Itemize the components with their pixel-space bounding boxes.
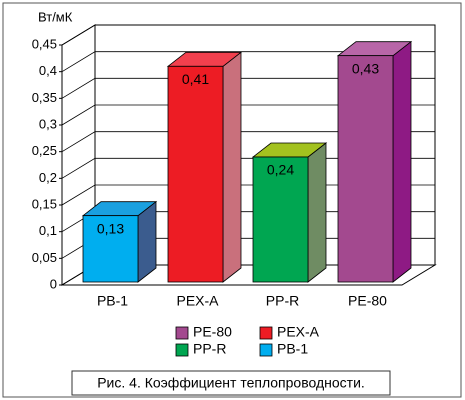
x-tick-label: PP-R <box>266 293 299 309</box>
y-tick-label: 0,2 <box>39 170 57 185</box>
x-tick-label: PB-1 <box>97 293 128 309</box>
y-tick-label: 0,35 <box>32 90 57 105</box>
legend-label: PB-1 <box>277 341 308 357</box>
y-tick-label: 0,25 <box>32 143 57 158</box>
y-tick-label: 0,15 <box>32 196 57 211</box>
legend-swatch <box>259 343 273 357</box>
caption: Рис. 4. Коэффициент теплопроводности. <box>97 375 365 391</box>
y-tick-label: 0,1 <box>39 223 57 238</box>
grid-line <box>61 51 435 73</box>
x-tick-label: PE-80 <box>348 293 387 309</box>
data-label: 0,13 <box>97 220 124 236</box>
bar <box>82 215 139 283</box>
legend-label: PE-80 <box>193 324 232 340</box>
data-label: 0,41 <box>182 71 209 87</box>
bar <box>167 65 224 283</box>
caption-box <box>71 370 391 396</box>
bar-side <box>222 51 242 283</box>
legend-swatch <box>175 343 189 357</box>
y-unit: Вт/мК <box>38 9 73 24</box>
bar-side <box>392 40 412 283</box>
bar <box>252 156 309 283</box>
y-tick-label: 0,05 <box>32 250 57 265</box>
grid-line <box>61 24 435 46</box>
legend-swatch <box>175 326 189 340</box>
data-label: 0,24 <box>267 162 294 178</box>
y-tick-label: 0,45 <box>32 36 57 51</box>
bar-side <box>307 142 327 283</box>
y-tick-label: 0,4 <box>39 63 57 78</box>
bar <box>337 55 394 283</box>
legend-label: PEX-A <box>277 324 320 340</box>
grid-line <box>61 131 435 153</box>
x-tick-label: PEX-A <box>176 293 219 309</box>
y-tick-label: 0,3 <box>39 116 57 131</box>
grid-line <box>61 77 435 99</box>
y-tick-label: 0 <box>50 276 57 291</box>
grid-line <box>61 104 435 126</box>
legend-swatch <box>259 326 273 340</box>
legend-label: PP-R <box>193 341 226 357</box>
data-label: 0,43 <box>352 60 379 76</box>
